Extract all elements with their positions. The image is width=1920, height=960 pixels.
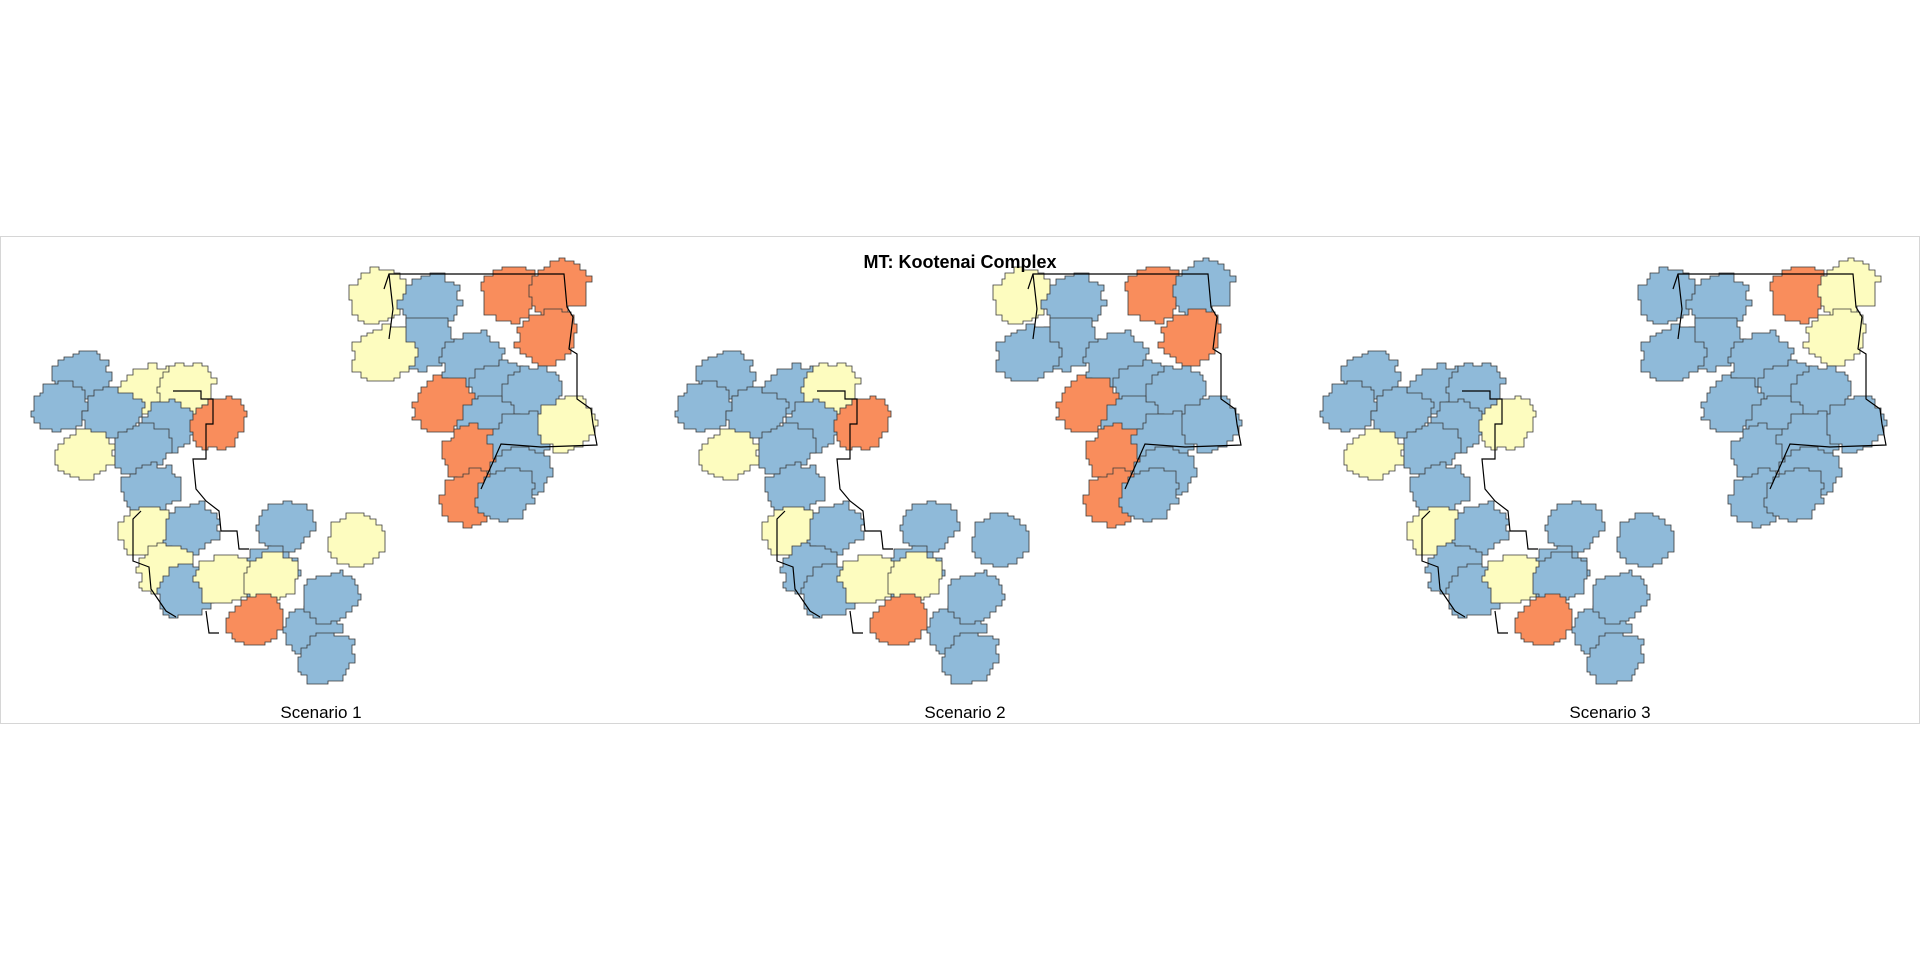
map-cell-e10 [411, 374, 479, 433]
map-cell-w8 [54, 428, 116, 481]
map-cell-w2 [30, 380, 89, 433]
figure-title: MT: Kootenai Complex [863, 252, 1057, 272]
unit-boundary-line-2 [849, 610, 863, 634]
unit-boundary-line-3 [383, 273, 598, 490]
map-cell-w14 [1616, 512, 1675, 568]
map-scenario-2 [674, 257, 1243, 685]
map-cell-w18 [836, 554, 898, 604]
map-cell-w18 [1481, 554, 1543, 604]
map-cell-w13 [255, 500, 317, 556]
map-cell-w13 [899, 500, 961, 556]
unit-boundary-line-2 [1494, 610, 1508, 634]
map-cell-w2 [1319, 380, 1378, 433]
management-units [1319, 257, 1888, 685]
map-cell-w12 [1451, 500, 1510, 556]
map-cell-w23 [297, 632, 356, 685]
map-cell-w14 [971, 512, 1030, 568]
map-cell-e6 [351, 323, 419, 382]
map-cell-w7 [189, 395, 248, 451]
map-scenario-3 [1319, 257, 1888, 685]
map-cell-e6 [995, 323, 1063, 382]
map-cell-w20 [1514, 593, 1573, 646]
map-cell-w22 [1592, 569, 1651, 625]
unit-boundary-line-1 [776, 510, 821, 618]
map-cell-w20 [869, 593, 928, 646]
panel-label: Scenario 1 [280, 703, 362, 722]
panel-label: Scenario 2 [924, 703, 1006, 722]
unit-boundary-line-1 [1421, 510, 1466, 618]
map-cell-w23 [1586, 632, 1645, 685]
map-panel-scenario-1: Scenario 1 [1, 249, 641, 722]
map-scenario-1 [30, 257, 599, 685]
map-cell-w7 [833, 395, 892, 451]
map-cell-w12 [162, 500, 221, 556]
map-cell-e1 [348, 266, 410, 325]
map-cell-e6 [1640, 323, 1708, 382]
map-cell-w23 [941, 632, 1000, 685]
map-cell-w8 [1343, 428, 1405, 481]
map-cell-w20 [225, 593, 284, 646]
map-cell-e10 [1700, 374, 1768, 433]
map-figure: MT: Kootenai Complex Scenario 1 Scenario… [0, 236, 1920, 724]
map-cell-w14 [327, 512, 386, 568]
unit-boundary-line-4 [1032, 273, 1038, 340]
unit-boundary-line-3 [1027, 273, 1242, 490]
map-cell-w12 [806, 500, 865, 556]
map-cell-e18 [1118, 467, 1180, 523]
unit-boundary-line-3 [1672, 273, 1887, 490]
map-cell-e18 [474, 467, 536, 523]
unit-boundary-line-4 [1677, 273, 1683, 340]
map-cell-w22 [303, 569, 362, 625]
unit-boundary-line-0 [817, 390, 893, 550]
map-cell-w13 [1544, 500, 1606, 556]
unit-boundary-line-0 [1462, 390, 1538, 550]
unit-boundary-line-4 [388, 273, 394, 340]
map-cell-w8 [698, 428, 760, 481]
map-cell-w22 [947, 569, 1006, 625]
unit-boundary-line-0 [173, 390, 249, 550]
map-cell-e10 [1055, 374, 1123, 433]
map-cell-w2 [674, 380, 733, 433]
map-panel-scenario-2: Scenario 2 [645, 249, 1285, 722]
map-cell-w18 [192, 554, 254, 604]
unit-boundary-line-2 [205, 610, 219, 634]
panel-label: Scenario 3 [1569, 703, 1651, 722]
management-units [674, 257, 1243, 685]
management-units [30, 257, 599, 685]
map-cell-e18 [1763, 467, 1825, 523]
map-cell-w7 [1478, 395, 1537, 451]
map-cell-e1 [1637, 266, 1699, 325]
map-panel-scenario-3: Scenario 3 [1290, 249, 1920, 722]
map-cell-e1 [992, 266, 1054, 325]
unit-boundary-line-1 [132, 510, 177, 618]
